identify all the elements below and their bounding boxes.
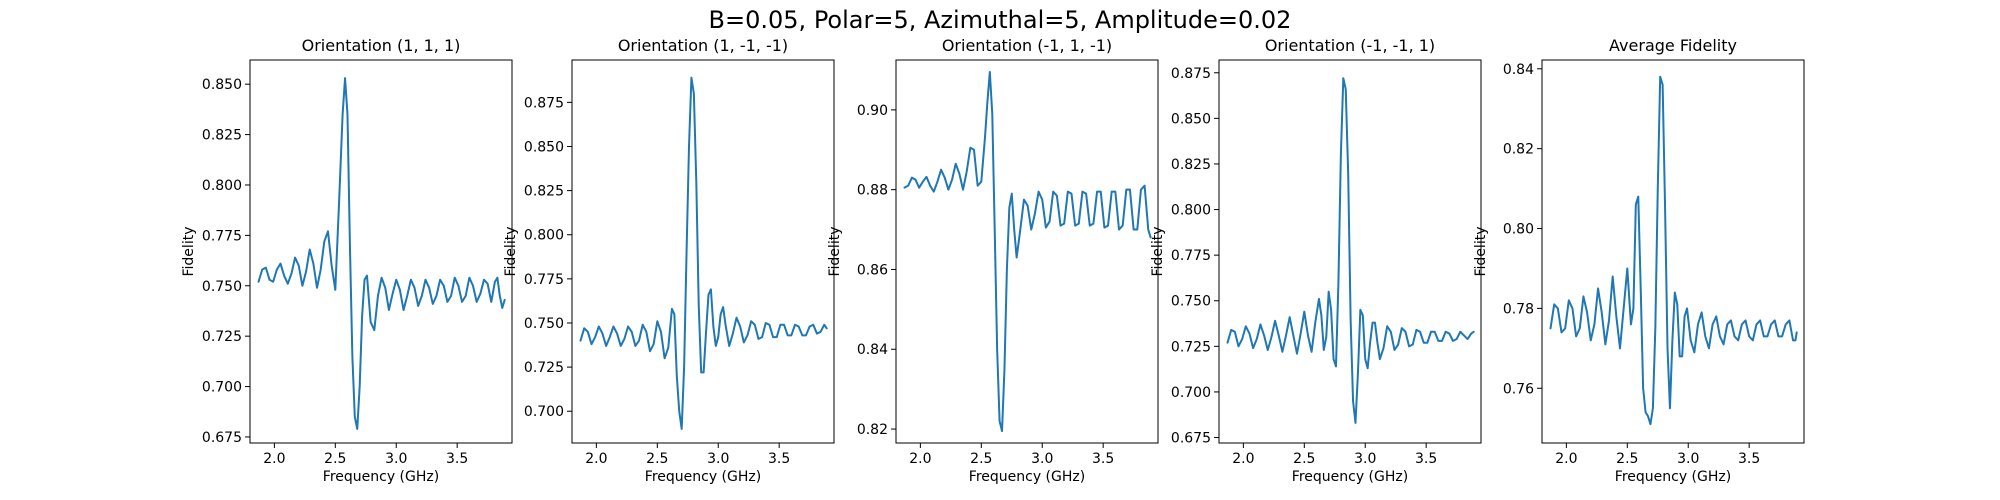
y-axis-label: Fidelity — [181, 227, 197, 277]
x-axis-label: Frequency (GHz) — [645, 469, 761, 485]
y-tick-label: 0.76 — [1503, 381, 1534, 397]
x-tick-label: 2.5 — [324, 451, 346, 467]
x-tick-label: 3.5 — [1738, 451, 1760, 467]
y-tick-label: 0.875 — [524, 95, 564, 111]
y-tick-label: 0.84 — [857, 342, 888, 358]
y-tick-label: 0.82 — [1503, 142, 1534, 158]
x-tick-label: 2.0 — [263, 451, 285, 467]
subplot-title: Orientation (1, -1, -1) — [618, 36, 788, 55]
y-tick-label: 0.700 — [202, 380, 242, 396]
y-tick-label: 0.725 — [202, 329, 242, 345]
series-line — [579, 76, 828, 430]
y-tick-label: 0.86 — [857, 262, 888, 278]
figure-title: B=0.05, Polar=5, Azimuthal=5, Amplitude=… — [709, 6, 1292, 34]
series-line — [1549, 75, 1798, 426]
y-axis-label: Fidelity — [827, 227, 843, 277]
x-tick-label: 3.5 — [1415, 451, 1437, 467]
y-tick-label: 0.825 — [524, 184, 564, 200]
y-tick-label: 0.775 — [202, 228, 242, 244]
series-line — [1226, 77, 1475, 424]
subplot-3: 2.0 2.5 3.0 3.5 0.82 0.84 0.86 0.88 0.90 Orientat… — [827, 36, 1159, 485]
x-axis-label: Frequency (GHz) — [323, 469, 439, 485]
x-tick-label: 2.0 — [909, 451, 931, 467]
subplot-title: Average Fidelity — [1609, 36, 1737, 55]
y-tick-label: 0.88 — [857, 183, 888, 199]
y-tick-label: 0.825 — [1171, 157, 1211, 173]
y-tick-label: 0.725 — [1171, 339, 1211, 355]
x-tick-label: 2.5 — [970, 451, 992, 467]
x-tick-label: 3.0 — [1677, 451, 1699, 467]
y-tick-label: 0.80 — [1503, 222, 1534, 238]
y-tick-label: 0.825 — [202, 128, 242, 144]
axes-frame — [1541, 59, 1805, 444]
y-tick-label: 0.850 — [524, 139, 564, 155]
y-tick-label: 0.750 — [202, 279, 242, 295]
x-axis-label: Frequency (GHz) — [1615, 469, 1731, 485]
y-tick-label: 0.750 — [1171, 294, 1211, 310]
series-line — [257, 77, 506, 430]
y-tick-label: 0.800 — [1171, 203, 1211, 219]
x-tick-label: 3.0 — [1031, 451, 1053, 467]
y-tick-label: 0.700 — [1171, 385, 1211, 401]
y-tick-label: 0.875 — [1171, 66, 1211, 82]
y-tick-label: 0.800 — [524, 228, 564, 244]
x-tick-label: 3.5 — [768, 451, 790, 467]
axes-frame — [571, 59, 835, 444]
subplot-2: 2.0 2.5 3.0 3.5 0.700 0.725 0.750 0.775 0.800 0.8… — [503, 36, 835, 485]
y-axis-label: Fidelity — [1473, 227, 1489, 277]
y-tick-label: 0.78 — [1503, 301, 1534, 317]
y-tick-label: 0.850 — [202, 77, 242, 93]
x-axis-label: Frequency (GHz) — [1292, 469, 1408, 485]
x-tick-label: 2.0 — [585, 451, 607, 467]
y-tick-label: 0.675 — [202, 430, 242, 446]
y-tick-label: 0.850 — [1171, 111, 1211, 127]
subplot-4: 2.0 2.5 3.0 3.5 0.675 0.700 0.725 0.750 0.775 0.8… — [1150, 36, 1482, 485]
y-tick-label: 0.82 — [857, 422, 888, 438]
axes-frame — [1218, 59, 1482, 444]
y-tick-label: 0.775 — [524, 272, 564, 288]
x-tick-label: 3.0 — [1354, 451, 1376, 467]
y-tick-label: 0.90 — [857, 103, 888, 119]
subplot-1: 2.0 2.5 3.0 3.5 0.675 0.700 0.725 0.750 0.775 0.8… — [181, 36, 513, 485]
y-axis-label: Fidelity — [503, 227, 519, 277]
subplot-title: Orientation (1, 1, 1) — [302, 36, 461, 55]
y-tick-label: 0.775 — [1171, 248, 1211, 264]
series-line — [903, 70, 1152, 433]
y-tick-label: 0.750 — [524, 316, 564, 332]
y-tick-label: 0.700 — [524, 404, 564, 420]
x-tick-label: 3.0 — [707, 451, 729, 467]
x-tick-label: 2.5 — [646, 451, 668, 467]
x-tick-label: 2.5 — [1293, 451, 1315, 467]
x-tick-label: 3.5 — [446, 451, 468, 467]
x-tick-label: 2.0 — [1232, 451, 1254, 467]
x-tick-label: 2.0 — [1555, 451, 1577, 467]
y-tick-label: 0.675 — [1171, 431, 1211, 447]
subplot-title: Orientation (-1, -1, 1) — [1265, 36, 1435, 55]
subplot-grid: 2.0 2.5 3.0 3.5 0.675 0.700 0.725 0.750 0.775 0.8… — [181, 36, 1805, 485]
axes-frame — [249, 59, 513, 444]
y-axis-label: Fidelity — [1150, 227, 1166, 277]
y-tick-label: 0.84 — [1503, 62, 1534, 78]
x-tick-label: 2.5 — [1616, 451, 1638, 467]
subplot-5: 2.0 2.5 3.0 3.5 0.76 0.78 0.80 0.82 0.84 Average … — [1473, 36, 1805, 485]
subplot-title: Orientation (-1, 1, -1) — [942, 36, 1112, 55]
y-tick-label: 0.800 — [202, 178, 242, 194]
axes-frame — [895, 59, 1159, 444]
y-tick-label: 0.725 — [524, 360, 564, 376]
x-tick-label: 3.0 — [385, 451, 407, 467]
x-axis-label: Frequency (GHz) — [969, 469, 1085, 485]
x-tick-label: 3.5 — [1092, 451, 1114, 467]
